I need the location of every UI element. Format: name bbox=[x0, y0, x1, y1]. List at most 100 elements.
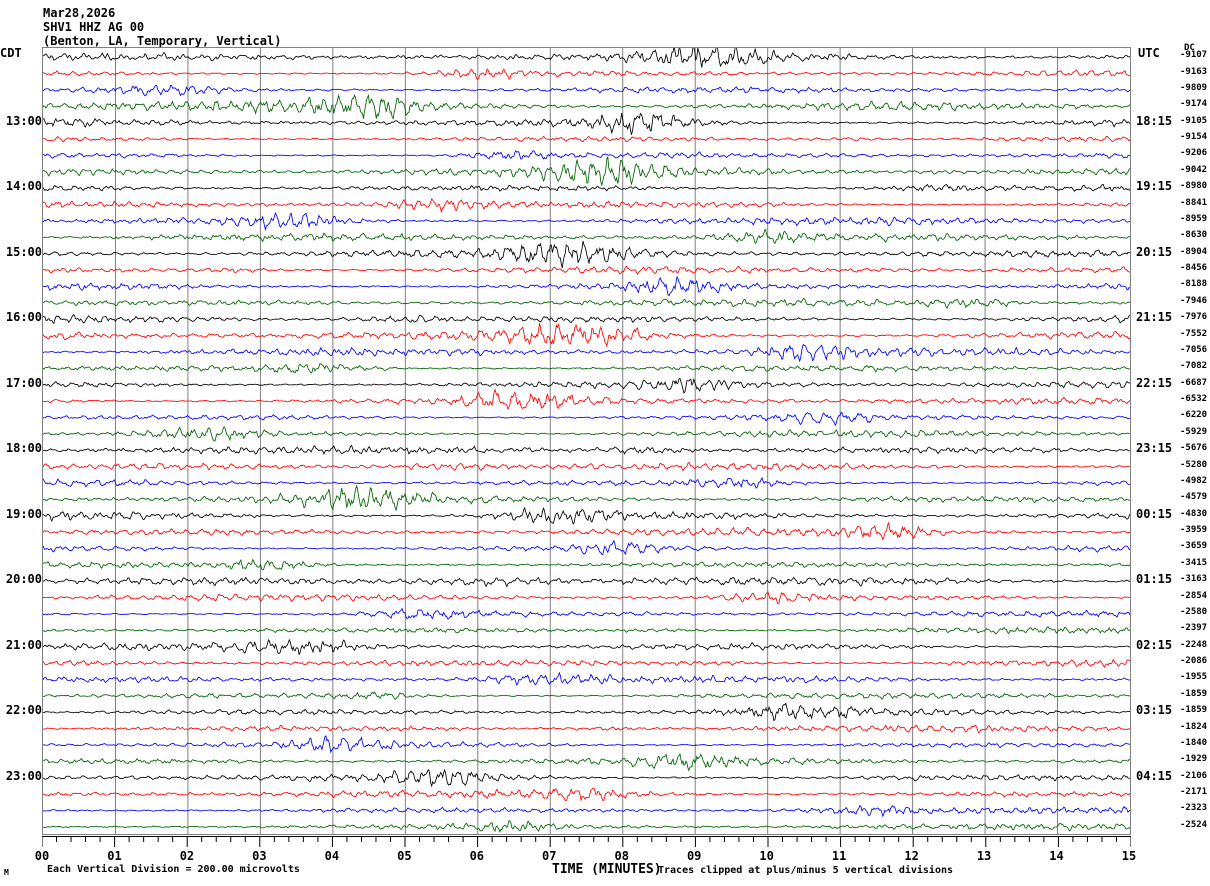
trace-row-29 bbox=[43, 523, 1130, 539]
right-time-label: 18:15 bbox=[1136, 113, 1173, 128]
seismogram-plot-area[interactable] bbox=[42, 47, 1131, 835]
x-tick-label: 07 bbox=[542, 849, 557, 863]
dc-offset-label: -8904 bbox=[1180, 246, 1208, 257]
trace-row-23 bbox=[43, 427, 1130, 441]
left-time-label: 19:00 bbox=[5, 506, 42, 521]
dc-offset-label: -5280 bbox=[1180, 459, 1208, 470]
right-time-label: 20:15 bbox=[1136, 244, 1173, 259]
right-time-label: 23:15 bbox=[1136, 441, 1173, 456]
dc-offset-label: -2106 bbox=[1180, 770, 1208, 781]
dc-offset-label: -7946 bbox=[1180, 295, 1208, 306]
trace-row-24 bbox=[43, 445, 1130, 454]
corner-mark: M bbox=[4, 868, 9, 877]
dc-offset-label: -2323 bbox=[1180, 803, 1208, 814]
right-time-label: 21:15 bbox=[1136, 310, 1173, 325]
trace-row-36 bbox=[43, 640, 1130, 655]
dc-offset-header: DC bbox=[1184, 43, 1195, 53]
x-tick-label: 08 bbox=[614, 849, 629, 863]
dc-offset-label: -1929 bbox=[1180, 754, 1208, 765]
x-tick-label: 05 bbox=[397, 849, 412, 863]
right-time-label: 04:15 bbox=[1136, 768, 1173, 783]
dc-offset-label: -4982 bbox=[1180, 475, 1208, 486]
x-tick-label: 01 bbox=[107, 849, 122, 863]
right-time-label: 19:15 bbox=[1136, 179, 1173, 194]
trace-row-32 bbox=[43, 577, 1130, 586]
header-date: Mar28,2026 bbox=[43, 6, 116, 20]
dc-offset-label: -6220 bbox=[1180, 410, 1208, 421]
dc-offset-label: -6532 bbox=[1180, 394, 1208, 405]
dc-offset-label: -2524 bbox=[1180, 819, 1208, 830]
dc-offset-label: -3415 bbox=[1180, 557, 1208, 568]
x-tick-label: 09 bbox=[686, 849, 702, 863]
dc-offset-label: -4579 bbox=[1180, 492, 1208, 503]
dc-offset-label: -5929 bbox=[1180, 426, 1208, 437]
x-tick-label: 06 bbox=[469, 849, 485, 863]
trace-row-21 bbox=[43, 390, 1130, 409]
x-tick-label: 04 bbox=[324, 849, 340, 863]
dc-offset-label: -4830 bbox=[1180, 508, 1208, 519]
dc-offset-label: -8959 bbox=[1180, 213, 1208, 224]
dc-offset-label: -2397 bbox=[1180, 623, 1208, 634]
left-time-label: 16:00 bbox=[5, 310, 42, 325]
trace-row-44 bbox=[43, 770, 1130, 786]
x-axis-title: TIME (MINUTES) bbox=[552, 862, 662, 877]
x-tick-label: 02 bbox=[179, 849, 195, 863]
dc-offset-label: -1859 bbox=[1180, 705, 1208, 716]
trace-row-16 bbox=[43, 315, 1130, 324]
x-tick-label: 00 bbox=[34, 849, 50, 863]
trace-row-37 bbox=[43, 660, 1130, 667]
x-tick-label: 03 bbox=[252, 849, 267, 863]
dc-offset-label: -8980 bbox=[1180, 181, 1208, 192]
right-time-label: 03:15 bbox=[1136, 703, 1173, 718]
trace-row-6 bbox=[43, 151, 1130, 159]
trace-row-22 bbox=[43, 413, 1130, 426]
trace-row-13 bbox=[43, 266, 1130, 274]
header-channel: SHV1 HHZ AG 00 bbox=[43, 20, 145, 34]
dc-offset-label: -8841 bbox=[1180, 197, 1208, 208]
trace-row-5 bbox=[43, 136, 1130, 141]
x-tick-label: 13 bbox=[976, 849, 992, 863]
trace-row-27 bbox=[43, 486, 1130, 510]
trace-row-1 bbox=[43, 69, 1130, 79]
right-time-label: 00:15 bbox=[1136, 506, 1173, 521]
trace-row-35 bbox=[43, 627, 1130, 634]
trace-row-19 bbox=[43, 364, 1130, 373]
trace-row-28 bbox=[43, 508, 1130, 524]
trace-row-34 bbox=[43, 609, 1130, 619]
trace-row-42 bbox=[43, 736, 1130, 752]
seismic-traces bbox=[43, 48, 1130, 834]
dc-offset-label: -2171 bbox=[1180, 787, 1208, 798]
timezone-label-left: CDT bbox=[0, 46, 22, 60]
x-tick-label: 11 bbox=[831, 849, 847, 863]
dc-offset-label: -2086 bbox=[1180, 656, 1208, 667]
dc-offset-label: -7056 bbox=[1180, 344, 1208, 355]
dc-offset-label: -2248 bbox=[1180, 639, 1208, 650]
trace-row-40 bbox=[43, 703, 1130, 720]
left-time-label: 17:00 bbox=[5, 375, 42, 390]
dc-offset-label: -3659 bbox=[1180, 541, 1208, 552]
trace-row-3 bbox=[43, 95, 1130, 118]
trace-row-9 bbox=[43, 199, 1130, 212]
right-time-label: 22:15 bbox=[1136, 375, 1173, 390]
trace-row-4 bbox=[43, 113, 1130, 135]
dc-offset-label: -7082 bbox=[1180, 361, 1208, 372]
x-tick-label: 14 bbox=[1049, 849, 1064, 863]
dc-offset-label: -7976 bbox=[1180, 312, 1208, 323]
trace-row-7 bbox=[43, 157, 1130, 185]
dc-offset-label: -1955 bbox=[1180, 672, 1208, 683]
trace-row-0 bbox=[43, 48, 1130, 68]
dc-offset-label: -9107 bbox=[1180, 50, 1208, 61]
dc-offset-label: -2580 bbox=[1180, 606, 1208, 617]
trace-row-39 bbox=[43, 692, 1130, 699]
dc-offset-label: -6687 bbox=[1180, 377, 1208, 388]
x-tick-label: 12 bbox=[904, 849, 919, 863]
dc-offset-label: -9154 bbox=[1180, 132, 1208, 143]
dc-offset-label: -1859 bbox=[1180, 688, 1208, 699]
dc-offset-label: -3163 bbox=[1180, 574, 1208, 585]
trace-row-30 bbox=[43, 541, 1130, 555]
trace-row-17 bbox=[43, 323, 1130, 346]
trace-row-11 bbox=[43, 229, 1130, 243]
x-tick-label: 10 bbox=[759, 849, 774, 863]
left-time-label: 20:00 bbox=[5, 572, 42, 587]
dc-offset-label: -9809 bbox=[1180, 82, 1208, 93]
